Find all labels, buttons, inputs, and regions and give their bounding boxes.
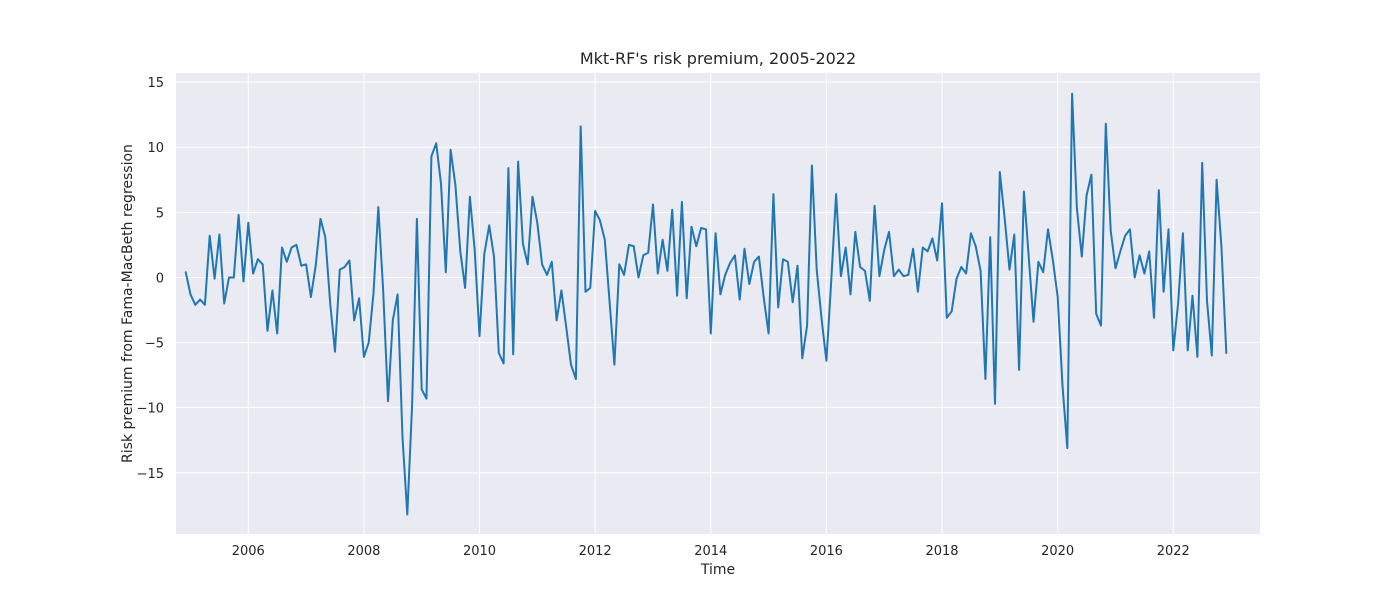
y-tick-label: 15 [147,76,164,91]
y-axis-label: Risk premium from Fama-MacBeth regressio… [120,144,136,463]
x-tick-label: 2010 [463,544,496,559]
y-tick-label: −15 [137,467,164,482]
y-tick-label: 10 [147,141,164,156]
y-tick-label: −10 [137,402,164,417]
y-tick-label: −5 [145,337,164,352]
x-tick-label: 2018 [925,544,958,559]
x-tick-labels: 2006 2008 2010 2012 2014 2016 2018 2020 2022 [232,544,1190,559]
x-tick-label: 2016 [810,544,843,559]
x-axis-label: Time [700,562,735,578]
chart-title: Mkt-RF's risk premium, 2005-2022 [580,49,856,68]
series-line [184,92,1228,516]
x-tick-label: 2014 [694,544,727,559]
series-layer [184,92,1228,516]
grid-lines [176,73,1260,534]
y-tick-labels: −15 −10 −5 0 5 10 15 [137,76,164,482]
x-tick-label: 2008 [347,544,380,559]
x-tick-label: 2006 [232,544,265,559]
y-tick-label: 5 [156,206,164,221]
x-tick-label: 2020 [1041,544,1074,559]
x-tick-label: 2022 [1157,544,1190,559]
x-tick-label: 2012 [579,544,612,559]
plot-area [176,73,1260,534]
y-tick-label: 0 [156,271,164,286]
